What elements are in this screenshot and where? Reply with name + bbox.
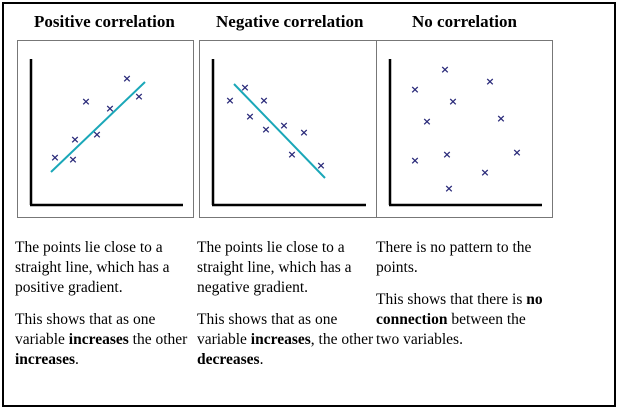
data-point: × (240, 81, 249, 94)
data-point: × (122, 72, 131, 85)
data-point: × (70, 133, 79, 146)
data-point: × (410, 154, 419, 167)
figure-frame: Positive correlation Negative correlatio… (2, 2, 616, 407)
data-point: × (480, 166, 489, 179)
data-point: × (442, 148, 451, 161)
negative-scatter-plot: × × × × × × × × × (211, 59, 366, 207)
no-correlation-description: There is no pattern to the points. This … (376, 238, 552, 362)
data-point: × (485, 75, 494, 88)
positive-correlation-title: Positive correlation (34, 12, 175, 31)
positive-correlation-description: The points lie close to a straight line,… (15, 238, 193, 382)
data-point: × (92, 128, 101, 141)
positive-correlation-panel: × × × × × × × × (17, 40, 194, 218)
data-point: × (279, 119, 288, 132)
no-correlation-title: No correlation (412, 12, 517, 31)
no-correlation-panel: × × × × × × × × × × × (376, 40, 553, 218)
data-point: × (259, 94, 268, 107)
data-point: × (448, 95, 457, 108)
data-point: × (261, 123, 270, 136)
trend-line (233, 83, 326, 179)
data-point: × (299, 126, 308, 139)
data-point: × (68, 153, 77, 166)
data-point: × (245, 110, 254, 123)
description-paragraph: The points lie close to a straight line,… (15, 239, 170, 296)
data-point: × (512, 146, 521, 159)
data-point: × (440, 63, 449, 76)
data-point: × (225, 94, 234, 107)
data-point: × (422, 115, 431, 128)
data-point: × (105, 102, 114, 115)
no-correlation-scatter-plot: × × × × × × × × × × × (388, 59, 542, 207)
negative-correlation-title: Negative correlation (216, 12, 364, 31)
data-point: × (287, 148, 296, 161)
trend-line (50, 81, 146, 173)
data-point: × (410, 83, 419, 96)
negative-correlation-panel: × × × × × × × × × (199, 40, 377, 218)
negative-correlation-description: The points lie close to a straight line,… (197, 238, 375, 382)
data-point: × (496, 112, 505, 125)
data-point: × (316, 159, 325, 172)
description-paragraph: This shows that as one variable increase… (15, 311, 188, 368)
data-point: × (134, 90, 143, 103)
positive-scatter-plot: × × × × × × × × (29, 59, 183, 207)
data-point: × (81, 95, 90, 108)
data-point: × (444, 182, 453, 195)
data-point: × (50, 151, 59, 164)
description-paragraph: There is no pattern to the points. (376, 239, 532, 276)
description-paragraph: This shows that as one variable increase… (197, 311, 374, 368)
description-paragraph: This shows that there is no connection b… (376, 291, 543, 348)
description-paragraph: The points lie close to a straight line,… (197, 239, 352, 296)
